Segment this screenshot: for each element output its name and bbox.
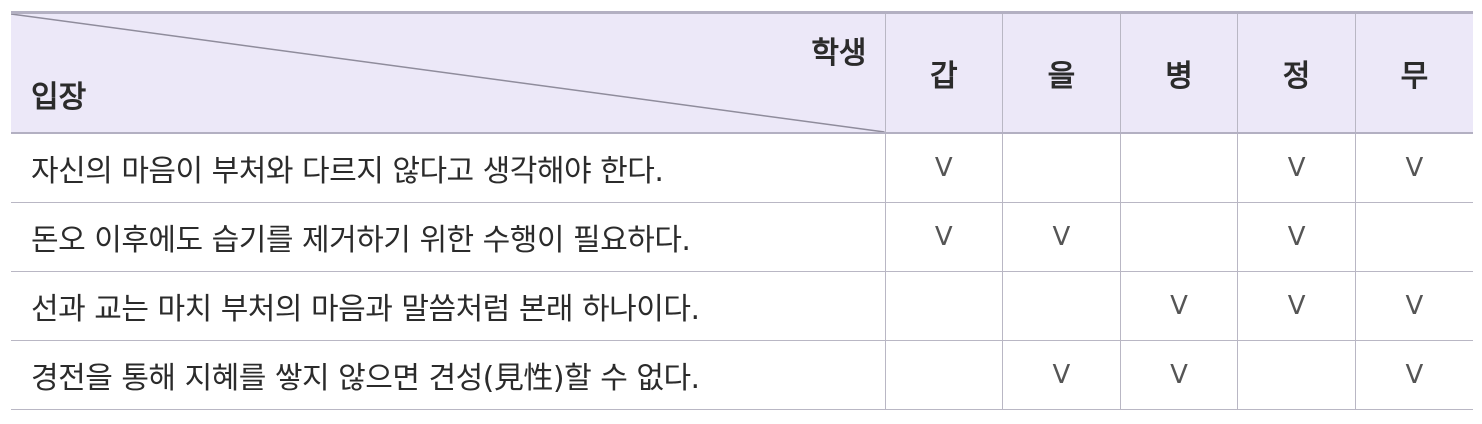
student-header-mu: 무 bbox=[1355, 11, 1473, 134]
check-mark-cell bbox=[1355, 202, 1473, 272]
check-mark-cell bbox=[885, 271, 1004, 341]
check-mark-cell: V bbox=[1120, 340, 1239, 410]
check-mark-cell bbox=[1237, 340, 1356, 410]
check-mark-cell bbox=[1002, 271, 1121, 341]
student-header-byeong: 병 bbox=[1120, 11, 1239, 134]
row-header-label: 입장 bbox=[31, 80, 87, 115]
stance-cell: 자신의 마음이 부처와 다르지 않다고 생각해야 한다. bbox=[11, 133, 886, 203]
check-mark-cell: V bbox=[885, 133, 1004, 203]
table-row: 경전을 통해 지혜를 쌓지 않으면 견성(見性)할 수 없다. V V V bbox=[11, 340, 1473, 410]
student-header-jeong: 정 bbox=[1237, 11, 1356, 134]
table-row: 선과 교는 마치 부처의 마음과 말씀처럼 본래 하나이다. V V V bbox=[11, 271, 1473, 341]
check-mark-cell: V bbox=[1237, 133, 1356, 203]
check-mark-cell: V bbox=[1355, 271, 1473, 341]
check-mark-cell bbox=[885, 340, 1004, 410]
check-mark-cell bbox=[1120, 133, 1239, 203]
stance-cell: 선과 교는 마치 부처의 마음과 말씀처럼 본래 하나이다. bbox=[11, 271, 886, 341]
diagonal-header-cell: 학생 입장 bbox=[11, 11, 886, 134]
student-header-eul: 을 bbox=[1002, 11, 1121, 134]
stance-cell: 돈오 이후에도 습기를 제거하기 위한 수행이 필요하다. bbox=[11, 202, 886, 272]
diagonal-divider bbox=[11, 14, 885, 132]
student-stance-table: 학생 입장 갑 을 병 정 무 자신의 마음이 부처와 다르지 않다고 생각해야… bbox=[11, 11, 1473, 410]
column-header-label: 학생 bbox=[811, 36, 867, 71]
table-row: 돈오 이후에도 습기를 제거하기 위한 수행이 필요하다. V V V bbox=[11, 202, 1473, 272]
header-row: 학생 입장 갑 을 병 정 무 bbox=[11, 11, 1473, 134]
check-mark-cell: V bbox=[885, 202, 1004, 272]
check-mark-cell: V bbox=[1355, 133, 1473, 203]
check-mark-cell: V bbox=[1237, 271, 1356, 341]
check-mark-cell: V bbox=[1355, 340, 1473, 410]
stance-cell: 경전을 통해 지혜를 쌓지 않으면 견성(見性)할 수 없다. bbox=[11, 340, 886, 410]
student-header-gap: 갑 bbox=[885, 11, 1004, 134]
check-mark-cell: V bbox=[1002, 202, 1121, 272]
check-mark-cell bbox=[1120, 202, 1239, 272]
check-mark-cell: V bbox=[1120, 271, 1239, 341]
check-mark-cell: V bbox=[1237, 202, 1356, 272]
table-row: 자신의 마음이 부처와 다르지 않다고 생각해야 한다. V V V bbox=[11, 133, 1473, 203]
check-mark-cell: V bbox=[1002, 340, 1121, 410]
check-mark-cell bbox=[1002, 133, 1121, 203]
